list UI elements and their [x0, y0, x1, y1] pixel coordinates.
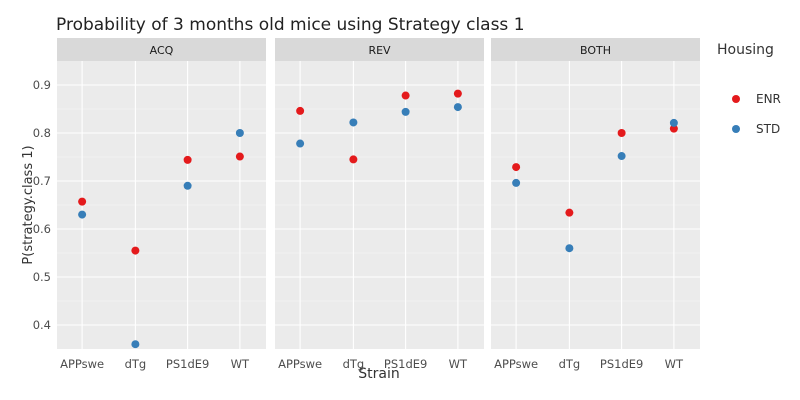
point-std-dtg — [349, 118, 358, 127]
legend-label: ENR — [756, 92, 781, 106]
y-tick-label: 0.8 — [33, 126, 51, 140]
point-std-dtg — [131, 340, 140, 349]
y-tick-label: 0.7 — [33, 174, 51, 188]
x-tick-label: dTg — [125, 357, 147, 371]
x-tick-label: PS1dE9 — [166, 357, 209, 371]
legend-key-enr — [732, 95, 740, 103]
legend-title: Housing — [717, 42, 774, 58]
x-tick-label: APPswe — [60, 357, 104, 371]
legend-key-std — [732, 125, 740, 133]
legend-label: STD — [756, 122, 780, 136]
x-tick-label: WT — [449, 357, 468, 371]
point-std-appswe — [78, 210, 87, 219]
panel-strip — [57, 38, 266, 61]
x-tick-label: APPswe — [494, 357, 538, 371]
point-std-appswe — [296, 139, 305, 148]
point-std-ps1de9 — [401, 107, 410, 116]
panel-strip — [491, 38, 700, 61]
point-std-wt — [669, 118, 678, 127]
panel-rev: REV APPswe dTg PS1dE9 WT — [275, 38, 484, 371]
point-enr-appswe — [512, 163, 521, 172]
panel-strip-label: REV — [368, 44, 391, 57]
x-tick-label: dTg — [343, 357, 365, 371]
y-tick-label: 0.6 — [33, 222, 51, 236]
legend: Housing ENR STD — [717, 42, 781, 136]
point-enr-appswe — [296, 106, 305, 115]
point-enr-wt — [235, 152, 244, 161]
panel-strip-label: BOTH — [580, 44, 611, 57]
point-std-appswe — [512, 178, 521, 187]
panel-acq: ACQ APPswe dTg PS1dE9 WT 0.4 0.5 0.6 0.7 0.8 0.9 — [33, 38, 266, 371]
panel-both: BOTH APPswe dTg PS1dE9 WT — [491, 38, 700, 371]
x-tick-label: WT — [665, 357, 684, 371]
point-enr-wt — [669, 124, 678, 133]
point-enr-dtg — [565, 208, 574, 217]
chart-title: Probability of 3 months old mice using S… — [56, 15, 525, 35]
y-tick-label: 0.5 — [33, 270, 51, 284]
y-axis-label: P(strategy.class 1) — [21, 145, 36, 264]
x-axis-label: Strain — [358, 366, 399, 382]
panel-strip — [275, 38, 484, 61]
x-tick-label: PS1dE9 — [600, 357, 643, 371]
point-std-wt — [453, 103, 462, 112]
facet-panels: ACQ APPswe dTg PS1dE9 WT 0.4 0.5 0.6 0.7 0.8 0.9 RE… — [33, 38, 700, 371]
x-tick-label: PS1dE9 — [384, 357, 427, 371]
point-enr-wt — [453, 89, 462, 98]
point-std-ps1de9 — [183, 181, 192, 190]
point-std-dtg — [565, 244, 574, 253]
point-enr-ps1de9 — [183, 155, 192, 164]
x-tick-label: dTg — [559, 357, 581, 371]
point-enr-ps1de9 — [401, 91, 410, 100]
point-enr-appswe — [78, 197, 87, 206]
x-tick-label: APPswe — [278, 357, 322, 371]
x-tick-label: WT — [231, 357, 250, 371]
y-tick-label: 0.9 — [33, 78, 51, 92]
point-std-wt — [235, 129, 244, 137]
point-enr-dtg — [349, 155, 358, 164]
y-tick-label: 0.4 — [33, 318, 51, 332]
point-enr-dtg — [131, 246, 140, 255]
panel-strip-label: ACQ — [150, 44, 174, 57]
point-std-ps1de9 — [617, 152, 626, 161]
point-enr-ps1de9 — [617, 129, 626, 137]
